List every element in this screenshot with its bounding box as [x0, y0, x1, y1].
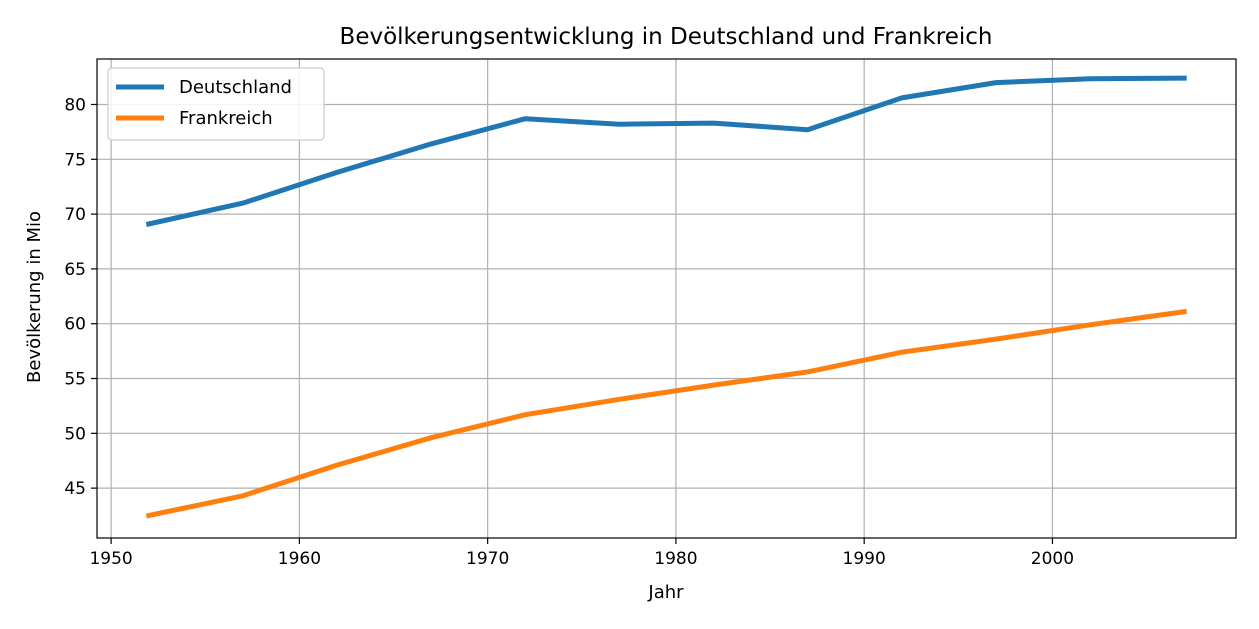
x-tick-label: 1990: [843, 549, 886, 569]
legend: Deutschland Frankreich: [107, 67, 325, 141]
y-tick-label: 70: [64, 205, 86, 225]
y-tick-label: 60: [64, 315, 86, 335]
x-tick-label: 1960: [278, 549, 321, 569]
series-line-frankreich: [145, 308, 1188, 519]
x-tick-label: 1950: [89, 549, 132, 569]
y-tick-label: 45: [64, 479, 86, 499]
y-tick-label: 75: [64, 150, 86, 170]
y-tick-label: 80: [64, 95, 86, 115]
grid-lines: [97, 59, 1236, 538]
y-tick-label: 55: [64, 370, 86, 390]
x-axis: 1950 1960 1970 1980 1990 2000: [89, 538, 1074, 569]
legend-label: Deutschland: [179, 77, 292, 98]
y-tick-label: 50: [64, 424, 86, 444]
x-axis-label: Jahr: [647, 582, 684, 603]
chart-title: Bevölkerungsentwicklung in Deutschland u…: [340, 24, 993, 50]
plot-area-frame: [96, 58, 1237, 539]
series-lines: [145, 75, 1188, 519]
x-tick-label: 1980: [654, 549, 697, 569]
series-line-deutschland: [145, 75, 1187, 227]
y-tick-label: 65: [64, 260, 86, 280]
legend-label: Frankreich: [179, 108, 273, 129]
x-tick-label: 1970: [466, 549, 509, 569]
x-tick-label: 2000: [1031, 549, 1074, 569]
y-axis: 45 50 55 60 65 70 75 80: [64, 95, 97, 499]
y-axis-label: Bevölkerung in Mio: [24, 211, 45, 383]
